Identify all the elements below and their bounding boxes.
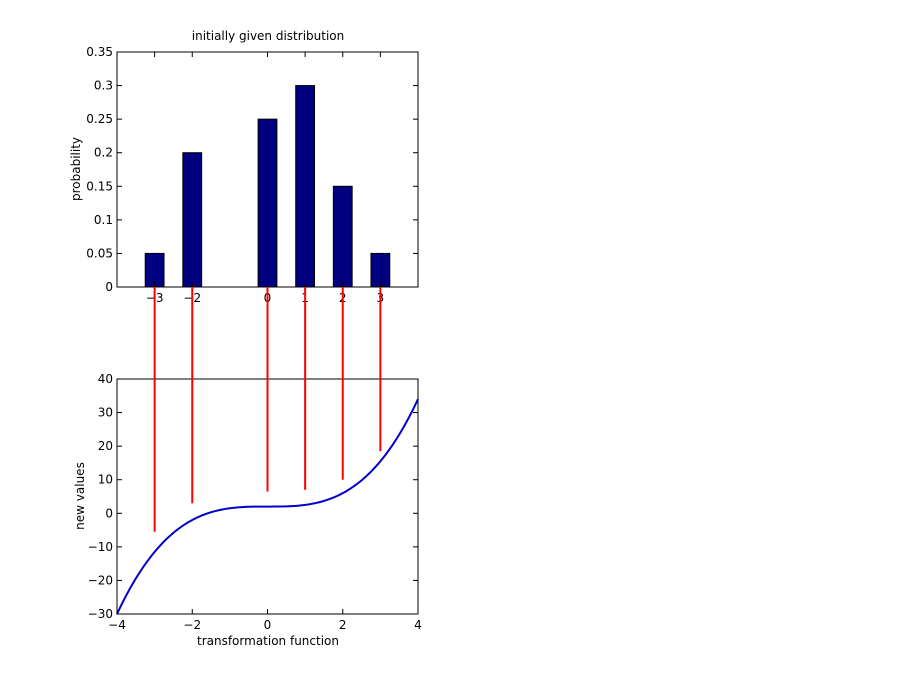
distribution-title: initially given distribution: [192, 29, 345, 43]
transformation-y-ticks: −30 −20 −10 0 10 20 30 40: [88, 372, 418, 621]
x-tick-label: 0: [264, 618, 272, 632]
y-tick-label: 30: [98, 406, 113, 420]
transformation-curve: [116, 398, 419, 615]
x-tick-label: −2: [183, 618, 201, 632]
y-tick-label: 0.2: [94, 146, 113, 160]
distribution-bar: [370, 252, 391, 288]
transformation-x-label: transformation function: [197, 634, 339, 648]
x-tick-label: 4: [414, 618, 422, 632]
distribution-bar: [182, 152, 203, 288]
y-tick-label: 0.1: [94, 213, 113, 227]
y-tick-label: 0.15: [86, 179, 113, 193]
y-tick-label: 10: [98, 473, 113, 487]
distribution-bar: [257, 118, 278, 288]
y-tick-label: 0.25: [86, 112, 113, 126]
distribution-bars: [144, 85, 391, 288]
distribution-bar: [295, 85, 316, 288]
distribution-y-ticks: 0 0.05 0.1 0.15 0.2 0.25 0.3 0.35: [86, 45, 418, 294]
y-tick-label: −10: [88, 540, 113, 554]
y-tick-label: −30: [88, 607, 113, 621]
y-tick-label: 0: [105, 506, 113, 520]
y-tick-label: −20: [88, 573, 113, 587]
y-tick-label: 0.3: [94, 79, 113, 93]
y-tick-label: 0.05: [86, 246, 113, 260]
y-tick-label: 0.35: [86, 45, 113, 59]
distribution-bar: [144, 252, 165, 288]
distribution-bar: [332, 185, 353, 288]
distribution-axes: initially given distribution 0 0.05 0.1 0.1…: [69, 29, 419, 305]
y-tick-label: 0: [105, 280, 113, 294]
transformation-y-label: new values: [73, 462, 87, 530]
x-tick-label: 2: [339, 618, 347, 632]
mapping-connectors: [153, 287, 382, 532]
x-tick-label: −4: [108, 618, 126, 632]
y-tick-label: 20: [98, 439, 113, 453]
distribution-y-label: probability: [69, 137, 83, 201]
transformation-x-ticks: −4 −2 0 2 4: [108, 379, 422, 632]
y-tick-label: 40: [98, 372, 113, 386]
